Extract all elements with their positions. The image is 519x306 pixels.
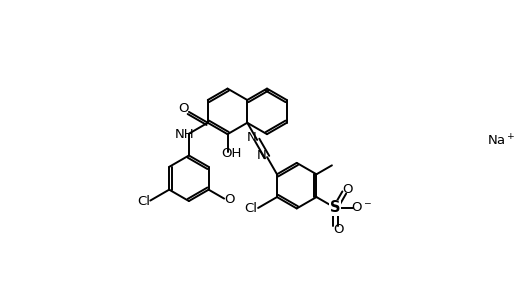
Text: Cl: Cl <box>244 203 257 215</box>
Text: N: N <box>256 149 266 162</box>
Text: OH: OH <box>221 147 242 160</box>
Text: S: S <box>330 200 340 215</box>
Text: O: O <box>342 183 352 196</box>
Text: O: O <box>333 223 344 236</box>
Text: O: O <box>179 103 189 115</box>
Text: N: N <box>247 132 256 144</box>
Text: O$^-$: O$^-$ <box>350 201 372 215</box>
Text: Cl: Cl <box>137 195 150 208</box>
Text: O: O <box>224 193 234 206</box>
Text: NH: NH <box>175 128 195 141</box>
Text: Na$^+$: Na$^+$ <box>487 133 515 149</box>
